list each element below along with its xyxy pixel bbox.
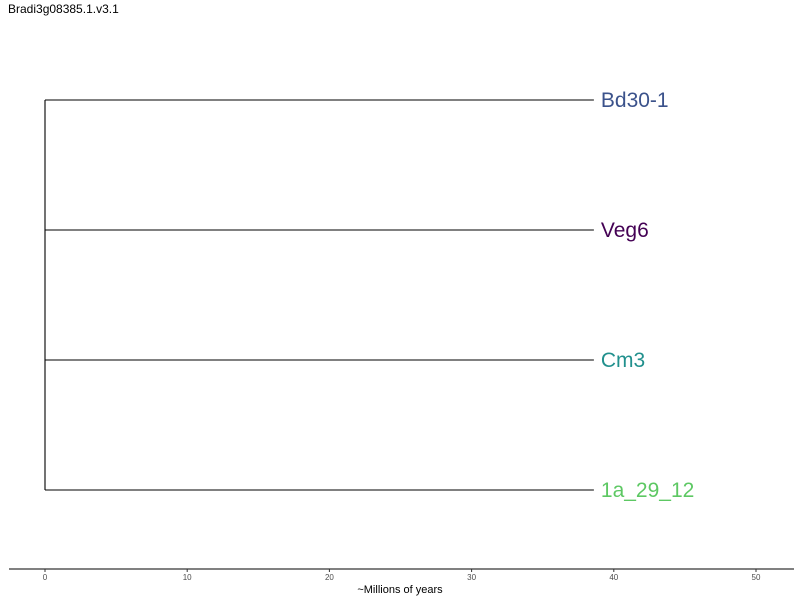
x-axis: 0 10 20 30 40 50 ~Millions of years [9,568,794,596]
x-tick-label: 10 [183,573,192,582]
x-axis-title: ~Millions of years [357,584,443,596]
plot-title: Bradi3g08385.1.v3.1 [8,2,119,16]
x-tick-label: 40 [609,573,618,582]
x-tick-label: 30 [467,573,476,582]
tip-label: Bd30-1 [601,89,669,112]
x-axis-ticks: 0 10 20 30 40 50 [43,569,761,582]
x-tick-label: 0 [43,573,48,582]
tip-label: Cm3 [601,349,645,372]
tree-branches [44,99,594,491]
x-tick-label: 20 [325,573,334,582]
tip-label: Veg6 [601,219,649,242]
tip-label: 1a_29_12 [601,479,694,502]
x-tick-label: 50 [752,573,761,582]
tip-labels: Bd30-1 Veg6 Cm3 1a_29_12 [601,89,694,502]
